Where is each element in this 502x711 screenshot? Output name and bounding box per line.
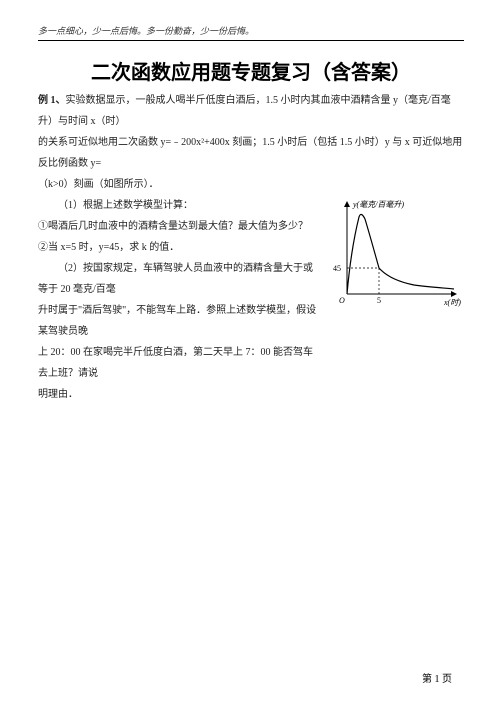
- document-title: 二次函数应用题专题复习（含答案）: [0, 56, 502, 85]
- example-label: 例 1、: [38, 95, 66, 106]
- example-intro-line3: （k>0）刻画（如图所示）．: [38, 174, 464, 195]
- q2-line4: 明理由．: [38, 384, 321, 405]
- main-content: 例 1、实验数据显示，一般成人喝半斤低度白酒后，1.5 小时内其血液中酒精含量 …: [38, 90, 464, 405]
- q2-line2: 升时属于"酒后驾驶"，不能驾车上路．参照上述数学模型，假设某驾驶员晚: [38, 300, 321, 342]
- header-motto: 多一点细心，少一点后悔。多一份勤奋，少一份后悔。: [38, 26, 254, 36]
- q1-sub1: ①喝酒后几时血液中的酒精含量达到最大值？最大值为多少？: [38, 216, 321, 237]
- page-footer: 第 1 页: [422, 670, 452, 685]
- function-graph: y(毫克/百毫升) x(时) O 5 45: [329, 199, 464, 309]
- q2-line3: 上 20：00 在家喝完半斤低度白酒，第二天早上 7：00 能否驾车去上班？请说: [38, 342, 321, 384]
- intro-text-1: 实验数据显示，一般成人喝半斤低度白酒后，1.5 小时内其血液中酒精含量 y（毫克…: [38, 95, 451, 127]
- svg-text:O: O: [339, 296, 345, 305]
- svg-text:x(时): x(时): [443, 298, 461, 307]
- page-header: 多一点细心，少一点后悔。多一份勤奋，少一份后悔。: [38, 24, 464, 41]
- svg-text:y(毫克/百毫升): y(毫克/百毫升): [352, 200, 404, 209]
- q1-sub2: ②当 x=5 时，y=45，求 k 的值．: [38, 237, 321, 258]
- svg-text:45: 45: [333, 264, 341, 273]
- example-intro-line1: 例 1、实验数据显示，一般成人喝半斤低度白酒后，1.5 小时内其血液中酒精含量 …: [38, 90, 464, 132]
- q2-line1: （2）按国家规定，车辆驾驶人员血液中的酒精含量大于或等于 20 毫克/百毫: [38, 258, 321, 300]
- svg-text:5: 5: [377, 296, 381, 305]
- example-intro-line2: 的关系可近似地用二次函数 y=﹣200x²+400x 刻画；1.5 小时后（包括…: [38, 132, 464, 174]
- graph-container: y(毫克/百毫升) x(时) O 5 45: [329, 199, 464, 317]
- q1-label: （1）根据上述数学模型计算：: [38, 195, 321, 216]
